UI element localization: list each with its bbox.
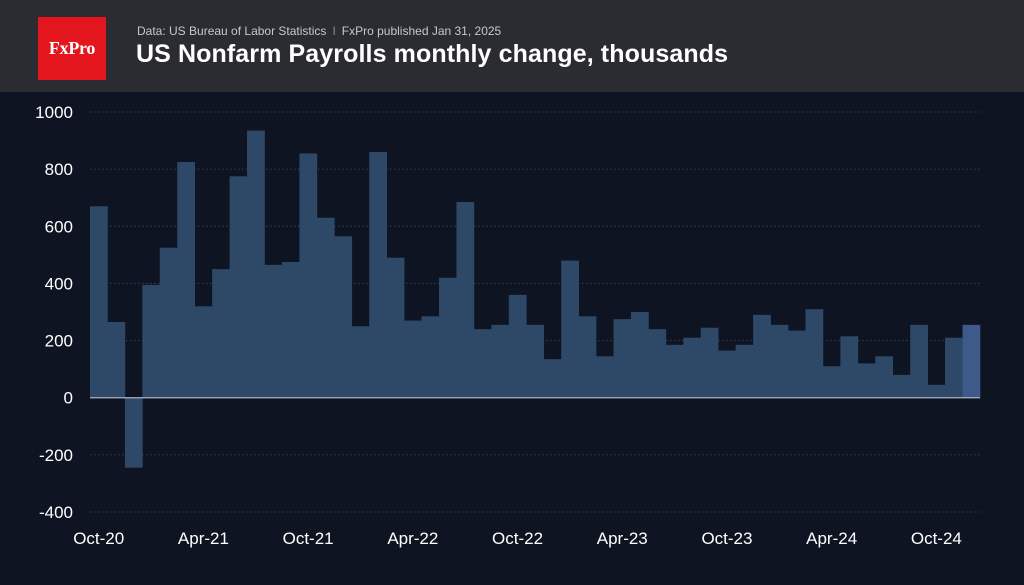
y-tick-label: 200 — [45, 332, 73, 351]
bar-may-21 — [212, 269, 230, 398]
y-tick-label: -200 — [39, 446, 73, 465]
bar-mar-22 — [386, 257, 405, 398]
y-tick-label: -400 — [39, 503, 73, 522]
bar-oct-22 — [508, 294, 527, 398]
x-tick-label: Apr-23 — [597, 529, 648, 548]
bar-jun-22 — [439, 277, 457, 398]
x-tick-label: Oct-22 — [492, 529, 543, 548]
bar-aug-22 — [473, 329, 492, 398]
bar-may-23 — [630, 312, 649, 398]
logo-text: FxPro — [48, 38, 96, 58]
bar-dec-22 — [543, 359, 562, 398]
bar-apr-23 — [613, 319, 632, 398]
y-tick-label: 400 — [45, 274, 73, 293]
bar-nov-21 — [316, 217, 335, 398]
source-data-label: Data: US Bureau of Labor Statistics — [137, 24, 327, 38]
bar-jun-21 — [229, 176, 248, 398]
source-published-label: FxPro published Jan 31, 2025 — [341, 24, 502, 38]
chart-title: US Nonfarm Payrolls monthly change, thou… — [136, 40, 729, 68]
bar-aug-21 — [264, 264, 283, 398]
bar-jan-22 — [351, 326, 370, 398]
bar-apr-21 — [194, 306, 213, 398]
bar-feb-21 — [159, 247, 178, 398]
bar-aug-24 — [892, 374, 911, 398]
bar-dec-23 — [753, 314, 771, 398]
bar-jun-24 — [857, 363, 876, 398]
bar-layer — [90, 130, 981, 468]
x-tick-label: Oct-20 — [73, 529, 124, 548]
bar-mar-21 — [177, 162, 195, 398]
bar-apr-24 — [822, 366, 841, 398]
bar-mar-24 — [805, 309, 824, 398]
y-tick-label: 600 — [45, 217, 73, 236]
bar-jul-24 — [875, 356, 894, 398]
bar-jul-21 — [247, 130, 265, 398]
bar-dec-24 — [962, 324, 981, 398]
bar-nov-22 — [526, 324, 545, 398]
source-line: Data: US Bureau of Labor Statistics I FxPr… — [137, 24, 501, 38]
bar-jul-22 — [456, 202, 475, 398]
bar-nov-23 — [735, 344, 754, 398]
bar-oct-20 — [90, 206, 108, 398]
bar-jan-21 — [142, 284, 161, 398]
bar-sep-23 — [700, 327, 719, 398]
bar-jul-23 — [665, 344, 684, 398]
x-tick-label: Apr-21 — [178, 529, 229, 548]
bar-oct-23 — [718, 350, 736, 398]
y-tick-label: 800 — [45, 160, 73, 179]
bar-oct-24 — [927, 384, 946, 398]
bar-feb-24 — [788, 330, 806, 398]
bar-dec-20 — [124, 397, 143, 468]
x-tick-label: Apr-22 — [387, 529, 438, 548]
bar-aug-23 — [683, 337, 702, 398]
chart-header: FxPro Data: US Bureau of Labor Statistic… — [0, 0, 1024, 92]
fxpro-logo: FxPro — [38, 17, 106, 80]
bar-jun-23 — [648, 329, 667, 398]
bar-mar-23 — [596, 356, 614, 398]
bar-feb-23 — [578, 316, 597, 398]
y-tick-label: 1000 — [35, 103, 73, 122]
bar-feb-22 — [369, 152, 387, 398]
x-axis-labels: Oct-20 Apr-21 Oct-21 Apr-22 Oct-22 Apr-23 Oct-… — [73, 529, 962, 548]
bar-may-24 — [840, 336, 859, 398]
bar-jan-24 — [770, 324, 789, 398]
x-tick-label: Oct-23 — [701, 529, 752, 548]
bar-sep-24 — [910, 324, 928, 398]
bar-nov-24 — [945, 337, 963, 398]
y-axis-labels: 1000 800 600 400 200 0 -200 -400 — [35, 103, 73, 522]
source-separator: I — [332, 24, 336, 38]
bar-apr-22 — [404, 320, 422, 398]
bar-dec-21 — [334, 236, 353, 398]
bar-jan-23 — [561, 260, 579, 398]
x-tick-label: Oct-24 — [911, 529, 962, 548]
bar-sep-22 — [491, 324, 510, 398]
bar-may-22 — [421, 316, 440, 398]
bar-sep-21 — [281, 262, 300, 398]
y-tick-label: 0 — [64, 389, 73, 408]
bar-nov-20 — [107, 322, 126, 398]
x-tick-label: Apr-24 — [806, 529, 857, 548]
x-tick-label: Oct-21 — [283, 529, 334, 548]
bar-oct-21 — [299, 153, 318, 398]
